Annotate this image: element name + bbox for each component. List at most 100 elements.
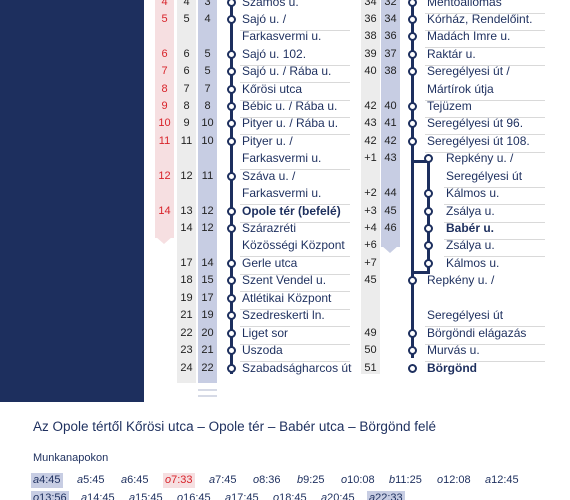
stop-name: Seregélyesi út / (427, 64, 510, 78)
minute-value: 23 (180, 344, 193, 356)
minute-value: 38 (364, 30, 377, 42)
stop-name: Sajó u. / Rába u. (242, 64, 332, 78)
minute-value: 34 (364, 0, 377, 8)
minute-value: 10 (201, 117, 214, 129)
route-sidebar-band (0, 0, 144, 402)
departure-note-letter: o (177, 492, 184, 500)
row-divider (425, 326, 545, 327)
time-column-red-arrow (155, 236, 173, 244)
stop-name: Pityer u. / (242, 134, 293, 148)
stop-marker-icon (227, 207, 236, 216)
minute-value: 9 (183, 117, 190, 129)
minute-value: 4 (183, 0, 190, 8)
row-divider (425, 30, 545, 31)
stop-name: Madách Imre u. (427, 29, 511, 43)
departure-time: a15:45 (127, 491, 165, 500)
departure-note-letter: o (437, 474, 444, 486)
minute-value: +6 (364, 239, 377, 251)
stop-marker-icon (424, 224, 433, 233)
stop-marker-icon (424, 259, 433, 268)
stop-name: Opole tér (befelé) (242, 204, 341, 218)
row-divider (240, 134, 350, 135)
stop-name: Repkény u. / (427, 273, 495, 287)
departure-time: o7:33 (163, 473, 195, 488)
stop-marker-icon (227, 224, 236, 233)
departure-time-value: 5:45 (83, 474, 105, 486)
minute-value: 4 (204, 13, 211, 25)
stop-name: Kálmos u. (446, 256, 500, 270)
departure-time-value: 10:08 (347, 474, 375, 486)
departure-note-letter: a (225, 492, 232, 500)
row-divider (444, 222, 545, 223)
stop-name: Sajó u. / (242, 12, 287, 26)
minute-value: 12 (201, 205, 214, 217)
minute-value: 11 (201, 170, 214, 182)
minute-value: 38 (384, 65, 397, 77)
stop-marker-icon (227, 294, 236, 303)
departure-time-value: 13:56 (39, 492, 67, 500)
column-continuation-mark (198, 395, 217, 397)
stop-marker-icon (408, 346, 417, 355)
time-column-blue-right-bg (381, 0, 400, 247)
minute-value: 14 (201, 257, 214, 269)
minute-value: 7 (204, 83, 211, 95)
departure-note-letter: a (129, 492, 136, 500)
row-divider (425, 117, 545, 118)
stop-marker-icon (227, 259, 236, 268)
departure-note-letter: a (77, 474, 84, 486)
minute-value: 45 (384, 205, 397, 217)
stop-marker-icon (227, 329, 236, 338)
departure-time-value: 7:33 (171, 474, 193, 486)
stop-marker-icon (408, 67, 417, 76)
stop-name: Repkény u. / (446, 151, 514, 165)
stop-name: Közösségi Központ (242, 238, 345, 252)
minute-value: 5 (183, 13, 190, 25)
departure-time-value: 20:45 (327, 492, 355, 500)
departure-note-letter: a (369, 492, 376, 500)
departure-time: a6:45 (119, 473, 151, 488)
minute-value: 18 (180, 274, 193, 286)
minute-value: 6 (183, 48, 190, 60)
minute-value: 50 (364, 344, 377, 356)
stop-name: Seregélyesi út 108. (427, 134, 530, 148)
departure-time: a17:45 (223, 491, 261, 500)
stop-name: Szedreskerti ln. (242, 308, 325, 322)
stop-name: Kőrösi utca (242, 82, 303, 96)
row-divider (425, 344, 545, 345)
stop-marker-icon (227, 364, 236, 373)
minute-value: 51 (364, 362, 377, 374)
departure-time-value: 9:25 (303, 474, 325, 486)
departure-time: o12:08 (435, 473, 473, 488)
minute-value: 21 (180, 309, 193, 321)
departure-note-letter: o (273, 492, 280, 500)
row-divider (425, 361, 545, 362)
time-column-grey-right-bg (361, 0, 380, 374)
row-divider (240, 169, 350, 170)
departure-time: a22:33 (367, 491, 405, 500)
stop-name: Farkasvermi u. (242, 29, 322, 43)
departure-time-value: 16:45 (183, 492, 211, 500)
minute-value: +4 (364, 222, 377, 234)
minute-value: 8 (161, 83, 168, 95)
stop-name: Sajó u. 102. (242, 47, 307, 61)
minute-value: 40 (364, 65, 377, 77)
minute-value: +7 (364, 257, 377, 269)
minute-value: +3 (364, 205, 377, 217)
stop-marker-icon (227, 172, 236, 181)
minute-value: 4 (161, 0, 168, 8)
departure-time: b9:25 (295, 473, 327, 488)
row-divider (444, 204, 545, 205)
stop-marker-icon (227, 67, 236, 76)
minute-value: 9 (161, 100, 168, 112)
time-column-red-bg (155, 0, 174, 238)
stop-marker-icon (424, 154, 433, 163)
departure-time: o18:45 (271, 491, 309, 500)
stop-name: Szent Vendel u. (242, 273, 327, 287)
departure-time-value: 12:45 (491, 474, 519, 486)
departure-time-value: 7:45 (215, 474, 237, 486)
minute-value: 44 (384, 187, 397, 199)
minute-value: 21 (201, 344, 214, 356)
stop-marker-icon (424, 241, 433, 250)
column-continuation-mark (198, 389, 217, 391)
stop-marker-icon (408, 50, 417, 59)
